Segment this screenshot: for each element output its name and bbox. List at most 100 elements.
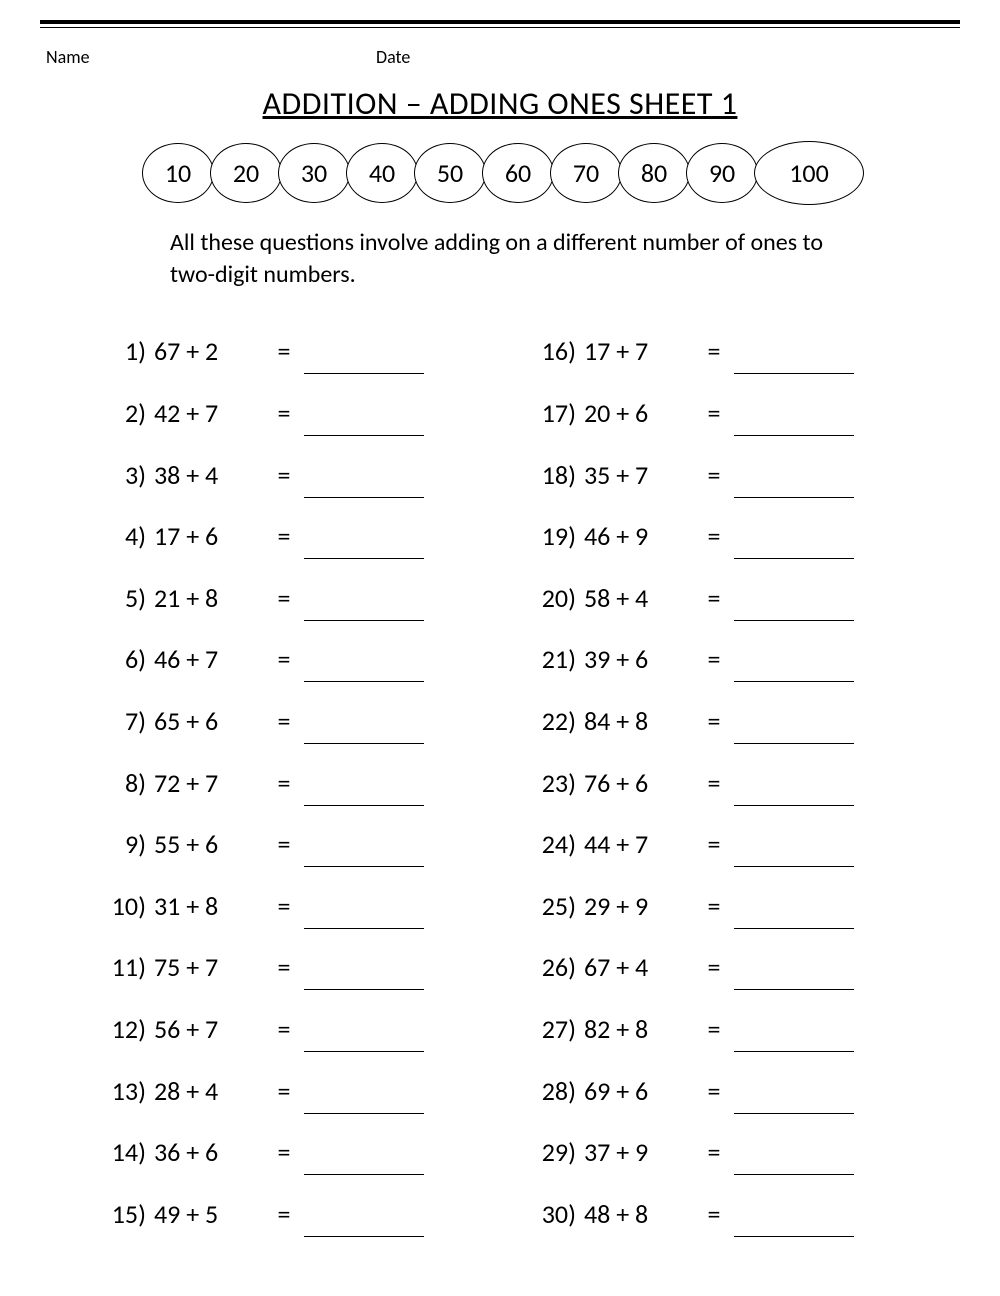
equals-sign: =	[264, 951, 304, 983]
answer-blank[interactable]	[304, 900, 424, 929]
problem-number: 1)	[100, 335, 154, 367]
answer-blank[interactable]	[734, 1208, 854, 1237]
answer-blank[interactable]	[734, 469, 854, 498]
answer-blank[interactable]	[304, 592, 424, 621]
equals-sign: =	[264, 397, 304, 429]
answer-blank[interactable]	[304, 715, 424, 744]
problem-number: 11)	[100, 951, 154, 983]
number-bubble: 60	[482, 143, 554, 203]
equals-sign: =	[264, 520, 304, 552]
answer-blank[interactable]	[304, 531, 424, 560]
problem-row: 28)69 + 6=	[530, 1071, 920, 1107]
problem-expression: 72 + 7	[154, 767, 264, 799]
equals-sign: =	[694, 1013, 734, 1045]
problem-expression: 28 + 4	[154, 1075, 264, 1107]
equals-sign: =	[264, 1198, 304, 1230]
number-bubble: 10	[142, 143, 214, 203]
number-bubble: 30	[278, 143, 350, 203]
problem-row: 23)76 + 6=	[530, 763, 920, 799]
number-bubble: 90	[686, 143, 758, 203]
page-title: ADDITION – ADDING ONES SHEET 1	[40, 84, 960, 123]
equals-sign: =	[694, 828, 734, 860]
answer-blank[interactable]	[304, 407, 424, 436]
problem-row: 9)55 + 6=	[100, 825, 490, 861]
answer-blank[interactable]	[734, 1023, 854, 1052]
answer-blank[interactable]	[304, 1085, 424, 1114]
problem-number: 19)	[530, 520, 584, 552]
problem-number: 20)	[530, 582, 584, 614]
answer-blank[interactable]	[304, 777, 424, 806]
problem-row: 29)37 + 9=	[530, 1133, 920, 1169]
problem-number: 12)	[100, 1013, 154, 1045]
answer-blank[interactable]	[304, 839, 424, 868]
problem-number: 16)	[530, 335, 584, 367]
problem-row: 25)29 + 9=	[530, 886, 920, 922]
number-bubble: 40	[346, 143, 418, 203]
answer-blank[interactable]	[304, 1023, 424, 1052]
problem-expression: 17 + 7	[584, 335, 694, 367]
equals-sign: =	[694, 767, 734, 799]
answer-blank[interactable]	[734, 900, 854, 929]
problem-number: 9)	[100, 828, 154, 860]
problem-row: 10)31 + 8=	[100, 886, 490, 922]
answer-blank[interactable]	[734, 715, 854, 744]
equals-sign: =	[694, 890, 734, 922]
equals-sign: =	[694, 459, 734, 491]
problem-expression: 65 + 6	[154, 705, 264, 737]
equals-sign: =	[264, 582, 304, 614]
problem-expression: 58 + 4	[584, 582, 694, 614]
answer-blank[interactable]	[304, 1147, 424, 1176]
problem-row: 24)44 + 7=	[530, 825, 920, 861]
answer-blank[interactable]	[734, 1085, 854, 1114]
problem-row: 30)48 + 8=	[530, 1194, 920, 1230]
problem-expression: 21 + 8	[154, 582, 264, 614]
problem-number: 30)	[530, 1198, 584, 1230]
problem-number: 6)	[100, 643, 154, 675]
problem-number: 10)	[100, 890, 154, 922]
problem-row: 17)20 + 6=	[530, 393, 920, 429]
problem-row: 8)72 + 7=	[100, 763, 490, 799]
answer-blank[interactable]	[734, 592, 854, 621]
problem-expression: 29 + 9	[584, 890, 694, 922]
problem-number: 22)	[530, 705, 584, 737]
answer-blank[interactable]	[304, 469, 424, 498]
problems-column-left: 1)67 + 2=2)42 + 7=3)38 + 4=4)17 + 6=5)21…	[100, 332, 490, 1256]
answer-blank[interactable]	[734, 1147, 854, 1176]
equals-sign: =	[264, 890, 304, 922]
problem-row: 26)67 + 4=	[530, 948, 920, 984]
equals-sign: =	[694, 643, 734, 675]
problem-row: 21)39 + 6=	[530, 640, 920, 676]
problem-expression: 39 + 6	[584, 643, 694, 675]
problem-number: 17)	[530, 397, 584, 429]
problem-row: 15)49 + 5=	[100, 1194, 490, 1230]
problem-number: 8)	[100, 767, 154, 799]
problem-row: 6)46 + 7=	[100, 640, 490, 676]
problem-expression: 44 + 7	[584, 828, 694, 860]
problem-expression: 37 + 9	[584, 1136, 694, 1168]
top-rule	[40, 20, 960, 28]
answer-blank[interactable]	[734, 839, 854, 868]
answer-blank[interactable]	[734, 962, 854, 991]
answer-blank[interactable]	[734, 407, 854, 436]
problem-expression: 46 + 7	[154, 643, 264, 675]
answer-blank[interactable]	[304, 654, 424, 683]
problem-number: 15)	[100, 1198, 154, 1230]
problems-grid: 1)67 + 2=2)42 + 7=3)38 + 4=4)17 + 6=5)21…	[40, 332, 960, 1256]
answer-blank[interactable]	[304, 962, 424, 991]
problem-expression: 36 + 6	[154, 1136, 264, 1168]
problem-row: 19)46 + 9=	[530, 517, 920, 553]
answer-blank[interactable]	[734, 346, 854, 375]
equals-sign: =	[694, 951, 734, 983]
answer-blank[interactable]	[304, 346, 424, 375]
problem-number: 25)	[530, 890, 584, 922]
problem-expression: 82 + 8	[584, 1013, 694, 1045]
problem-row: 2)42 + 7=	[100, 393, 490, 429]
problem-row: 11)75 + 7=	[100, 948, 490, 984]
answer-blank[interactable]	[734, 777, 854, 806]
answer-blank[interactable]	[734, 531, 854, 560]
equals-sign: =	[694, 520, 734, 552]
problem-expression: 76 + 6	[584, 767, 694, 799]
problem-row: 16)17 + 7=	[530, 332, 920, 368]
answer-blank[interactable]	[734, 654, 854, 683]
answer-blank[interactable]	[304, 1208, 424, 1237]
